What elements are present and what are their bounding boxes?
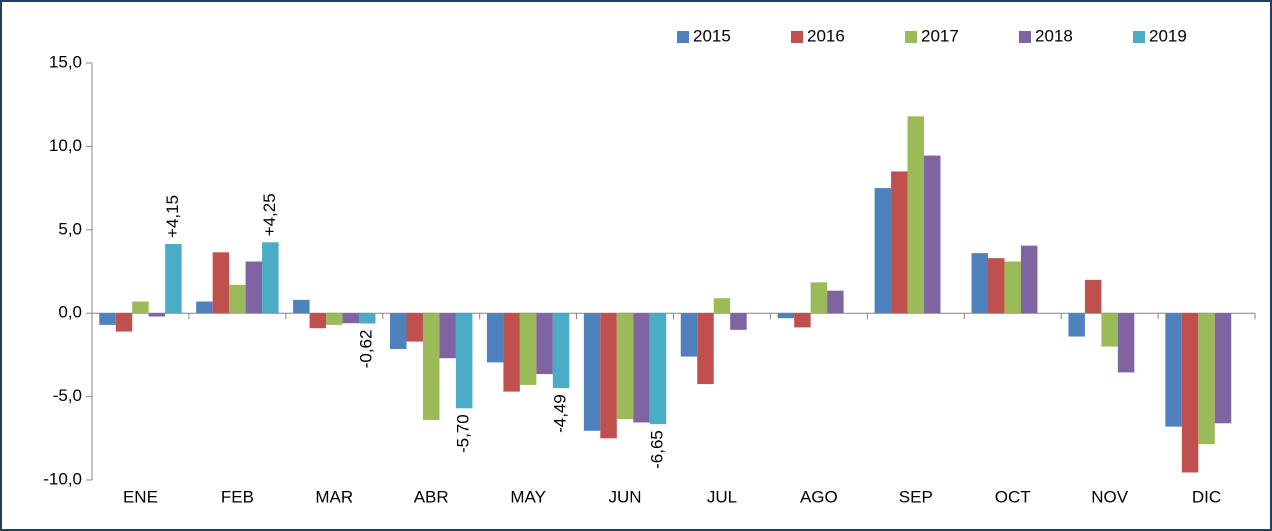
- bar: [616, 313, 634, 420]
- bar: [99, 313, 116, 325]
- bar: [1214, 313, 1232, 424]
- bar: [406, 313, 423, 342]
- bar: [583, 313, 601, 431]
- data-label: -5,70: [454, 414, 473, 453]
- bar: [245, 261, 263, 314]
- bar: [1084, 279, 1102, 314]
- y-tick-label: -5,0: [53, 386, 82, 405]
- bar: [132, 301, 149, 314]
- bar: [165, 243, 182, 314]
- x-tick-label: MAY: [510, 487, 546, 506]
- x-tick-label: ENE: [123, 487, 158, 506]
- bar: [229, 284, 246, 314]
- bar: [212, 252, 230, 314]
- legend-label: 2015: [693, 26, 731, 45]
- bar: [439, 313, 456, 359]
- bar: [359, 313, 376, 324]
- legend-swatch: [677, 31, 689, 43]
- x-tick-label: NOV: [1091, 487, 1129, 506]
- bar: [455, 313, 473, 409]
- bar: [552, 313, 570, 389]
- x-tick-label: DIC: [1192, 487, 1221, 506]
- y-tick-label: -10,0: [43, 469, 82, 488]
- bar: [422, 313, 440, 420]
- bar: [486, 313, 504, 363]
- bar: [390, 313, 407, 350]
- bar: [924, 155, 941, 314]
- bar: [1117, 313, 1135, 373]
- bar: [777, 313, 795, 319]
- legend-swatch: [1019, 31, 1031, 43]
- data-label: -6,65: [647, 430, 666, 469]
- legend-label: 2016: [807, 26, 845, 45]
- y-tick-label: 0,0: [58, 303, 82, 322]
- y-tick-label: 5,0: [58, 219, 82, 238]
- data-label: +4,25: [260, 193, 279, 236]
- x-tick-label: JUN: [609, 487, 642, 506]
- bar: [536, 313, 553, 375]
- bar: [1181, 313, 1199, 473]
- y-tick-label: 10,0: [49, 136, 82, 155]
- bar: [519, 313, 537, 385]
- bar: [971, 253, 988, 314]
- bar: [907, 116, 925, 314]
- bar: [1165, 313, 1182, 427]
- x-tick-label: ABR: [414, 487, 449, 506]
- bar: [293, 299, 310, 314]
- bar: [196, 301, 213, 314]
- data-label: +4,15: [163, 195, 182, 238]
- bar: [1004, 261, 1021, 314]
- bar: [600, 313, 617, 439]
- bar: [987, 258, 1005, 314]
- bar: [262, 242, 279, 314]
- bar: [1020, 245, 1038, 314]
- legend-label: 2017: [921, 26, 959, 45]
- bar: [633, 313, 650, 423]
- bar: [794, 313, 811, 328]
- bar: [503, 313, 520, 392]
- bar: [148, 313, 166, 317]
- legend-swatch: [905, 31, 917, 43]
- data-label: -0,62: [357, 330, 376, 369]
- bar: [827, 290, 844, 314]
- legend-swatch: [1133, 31, 1145, 43]
- x-tick-label: AGO: [800, 487, 838, 506]
- bar: [326, 313, 343, 325]
- bar: [874, 188, 892, 314]
- bar: [713, 298, 731, 314]
- x-tick-label: MAR: [315, 487, 353, 506]
- bar: [309, 313, 327, 329]
- data-label: -4,49: [551, 394, 570, 433]
- bar: [649, 313, 667, 425]
- bar: [810, 282, 828, 314]
- legend-swatch: [791, 31, 803, 43]
- bar: [115, 313, 133, 332]
- bar: [730, 313, 747, 330]
- bar: [1101, 313, 1118, 347]
- bar: [697, 313, 714, 385]
- bar: [680, 313, 698, 357]
- bar: [1068, 313, 1085, 337]
- y-tick-label: 15,0: [49, 52, 82, 71]
- x-tick-label: FEB: [221, 487, 254, 506]
- bar: [1198, 313, 1215, 445]
- legend-label: 2019: [1149, 26, 1187, 45]
- legend-label: 2018: [1035, 26, 1073, 45]
- x-tick-label: OCT: [995, 487, 1031, 506]
- bar: [891, 171, 908, 314]
- x-tick-label: JUL: [707, 487, 737, 506]
- x-tick-label: SEP: [899, 487, 933, 506]
- bar: [342, 313, 360, 324]
